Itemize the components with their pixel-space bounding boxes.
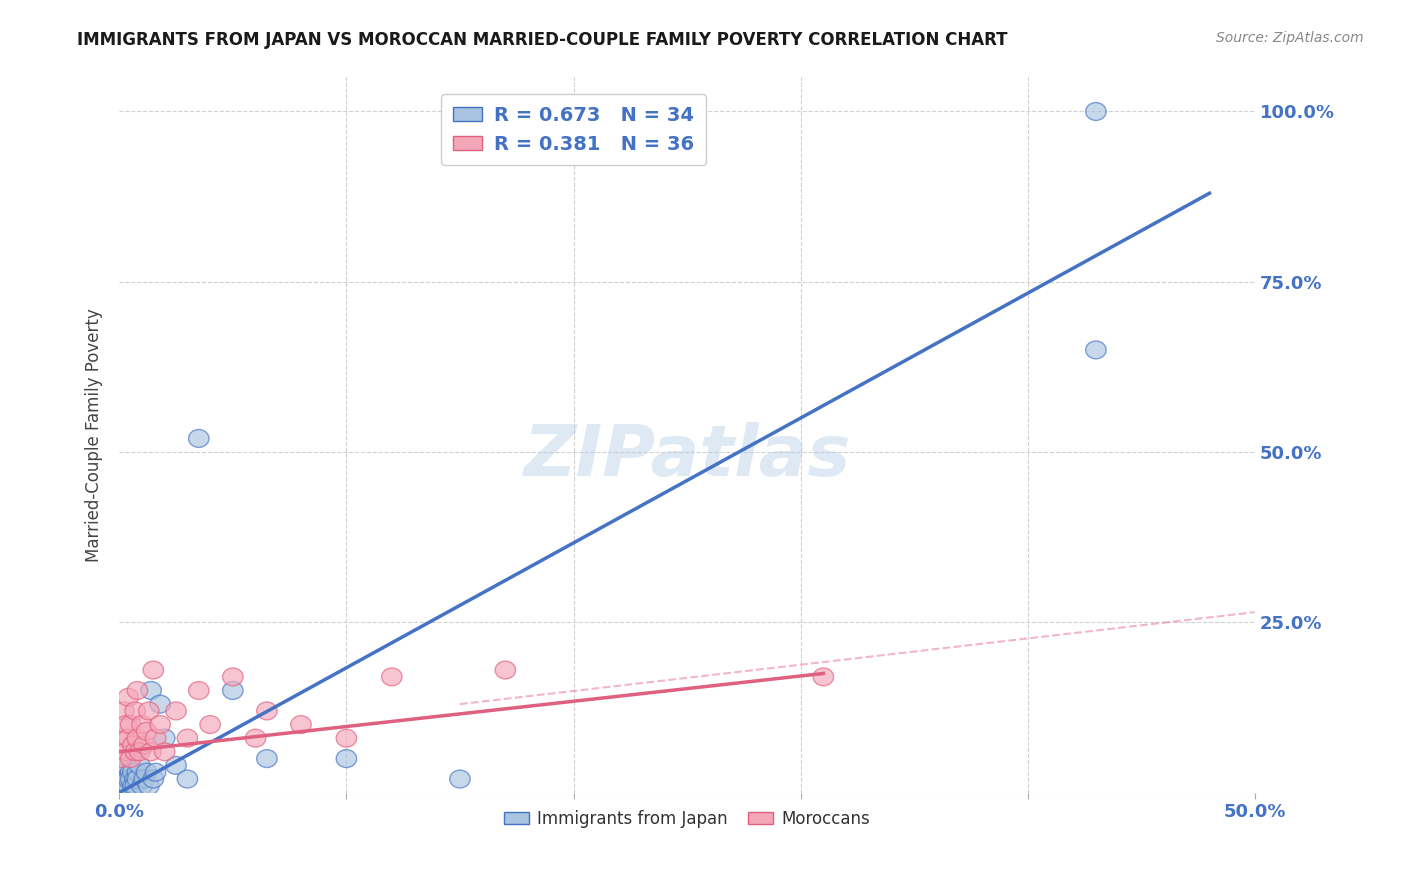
Y-axis label: Married-Couple Family Poverty: Married-Couple Family Poverty bbox=[86, 308, 103, 562]
Text: ZIPatlas: ZIPatlas bbox=[523, 422, 851, 491]
Text: IMMIGRANTS FROM JAPAN VS MOROCCAN MARRIED-COUPLE FAMILY POVERTY CORRELATION CHAR: IMMIGRANTS FROM JAPAN VS MOROCCAN MARRIE… bbox=[77, 31, 1008, 49]
Text: Source: ZipAtlas.com: Source: ZipAtlas.com bbox=[1216, 31, 1364, 45]
Legend: Immigrants from Japan, Moroccans: Immigrants from Japan, Moroccans bbox=[498, 803, 877, 834]
